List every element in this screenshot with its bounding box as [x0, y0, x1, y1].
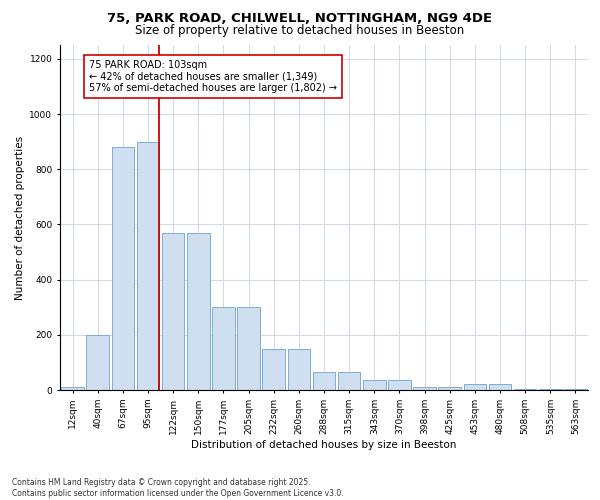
Bar [262, 348, 285, 390]
Bar [464, 384, 486, 390]
Bar [488, 384, 511, 390]
Bar [112, 147, 134, 390]
Bar [287, 348, 310, 390]
Bar [539, 388, 562, 390]
Bar [237, 307, 260, 390]
Bar [86, 335, 109, 390]
Bar [137, 142, 160, 390]
Bar [212, 307, 235, 390]
Bar [187, 232, 209, 390]
Bar [514, 388, 536, 390]
Bar [363, 380, 386, 390]
Bar [338, 372, 361, 390]
Y-axis label: Number of detached properties: Number of detached properties [15, 136, 25, 300]
Bar [388, 380, 411, 390]
Bar [413, 387, 436, 390]
Text: 75 PARK ROAD: 103sqm
← 42% of detached houses are smaller (1,349)
57% of semi-de: 75 PARK ROAD: 103sqm ← 42% of detached h… [89, 60, 337, 94]
Bar [313, 372, 335, 390]
Text: Contains HM Land Registry data © Crown copyright and database right 2025.
Contai: Contains HM Land Registry data © Crown c… [12, 478, 344, 498]
Bar [439, 387, 461, 390]
Bar [162, 232, 184, 390]
Text: 75, PARK ROAD, CHILWELL, NOTTINGHAM, NG9 4DE: 75, PARK ROAD, CHILWELL, NOTTINGHAM, NG9… [107, 12, 493, 26]
Text: Size of property relative to detached houses in Beeston: Size of property relative to detached ho… [136, 24, 464, 37]
X-axis label: Distribution of detached houses by size in Beeston: Distribution of detached houses by size … [191, 440, 457, 450]
Bar [61, 387, 84, 390]
